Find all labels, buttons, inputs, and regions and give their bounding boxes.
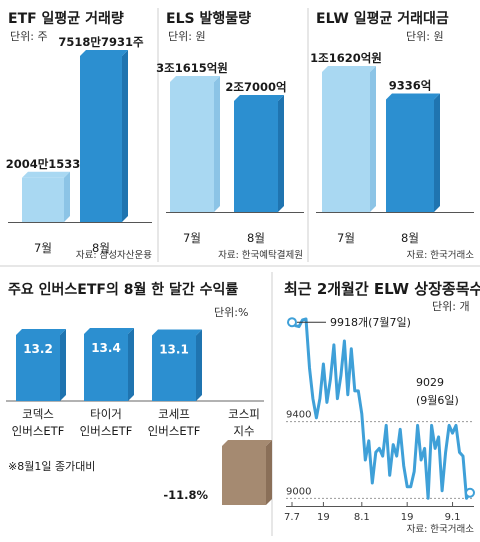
category-label: 코덱스 bbox=[22, 407, 54, 421]
chart-unit: 단위: 원 bbox=[168, 30, 206, 43]
chart-unit: 단위: 원 bbox=[406, 30, 444, 43]
annotation: 9918개(7월7일) bbox=[330, 315, 411, 329]
data-label: 13.1 bbox=[159, 343, 189, 357]
elw-listings-chart: 최근 2개월간 ELW 상장종목수 단위: 개 9000 9400 7.7 19 8.1… bbox=[284, 280, 480, 535]
bar bbox=[84, 328, 134, 401]
x-tick-label: 9.1 bbox=[445, 512, 461, 523]
category-label: 7월 bbox=[183, 231, 201, 245]
category-label: 7월 bbox=[34, 241, 52, 255]
annotation: (9월6일) bbox=[416, 393, 459, 407]
category-label: 코스피 bbox=[228, 407, 260, 421]
data-label: 2조7000억 bbox=[225, 80, 286, 94]
chart-title: ELW 일평균 거래대금 bbox=[316, 10, 449, 27]
bar bbox=[80, 50, 128, 222]
source-label: 자료: 한국거래소 bbox=[407, 524, 475, 535]
els-issuance-chart: ELS 발행물량 단위: 원 7월 8월 3조1615억원 2조7000억 자료… bbox=[156, 10, 304, 261]
x-tick-label: 19 bbox=[401, 512, 414, 523]
chart-title: ETF 일평균 거래량 bbox=[8, 10, 124, 27]
source-label: 자료: 삼성자산운용 bbox=[76, 250, 152, 261]
plot-area: 9000 9400 7.7 19 8.1 19 9.1 9918개(7월7일) 9029 (9월6… bbox=[284, 315, 475, 523]
x-tick-label: 8.1 bbox=[354, 512, 370, 523]
endpoint-marker bbox=[287, 317, 297, 328]
data-label: -11.8% bbox=[163, 488, 208, 502]
data-label: 1조1620억원 bbox=[310, 51, 382, 65]
annotation: 9029 bbox=[416, 376, 444, 389]
bar bbox=[222, 440, 272, 505]
bar bbox=[22, 171, 70, 222]
x-tick-label: 19 bbox=[317, 512, 330, 523]
chart-title: 주요 인버스ETF의 8월 한 달간 수익률 bbox=[8, 281, 238, 298]
elw-value-chart: ELW 일평균 거래대금 단위: 원 7월 8월 1조1620억원 9336억 … bbox=[310, 10, 474, 261]
data-label: 13.4 bbox=[91, 341, 121, 355]
bars bbox=[16, 328, 272, 505]
chart-title: ELS 발행물량 bbox=[166, 10, 251, 27]
data-label: 3조1615억원 bbox=[156, 61, 228, 75]
data-label: 13.2 bbox=[23, 342, 53, 356]
footnote: ※8월1일 종가대비 bbox=[8, 459, 95, 473]
bar bbox=[170, 76, 220, 212]
y-tick-label: 9000 bbox=[286, 486, 311, 497]
bar bbox=[16, 329, 66, 401]
bars bbox=[8, 50, 152, 223]
etf-volume-chart: ETF 일평균 거래량 단위: 주 7월 8월 2004만1533 7518만7… bbox=[6, 10, 153, 261]
category-label: 타이거 bbox=[90, 407, 122, 421]
chart-unit: 단위:% bbox=[214, 306, 248, 319]
category-label: 인버스ETF bbox=[148, 424, 201, 438]
category-label: 코세프 bbox=[158, 407, 190, 421]
series-line bbox=[290, 317, 472, 500]
chart-unit: 단위: 주 bbox=[10, 30, 48, 43]
data-label: 2004만1533 bbox=[6, 157, 81, 171]
category-label: 8월 bbox=[92, 241, 110, 255]
y-tick-label: 9400 bbox=[286, 410, 311, 421]
bar bbox=[322, 66, 376, 212]
chart-unit: 단위: 개 bbox=[432, 300, 470, 313]
bar bbox=[152, 329, 202, 401]
chart-title: 최근 2개월간 ELW 상장종목수 bbox=[284, 280, 480, 298]
inverse-etf-returns-chart: 주요 인버스ETF의 8월 한 달간 수익률 단위:% 13.2 코덱스인버스ET… bbox=[6, 281, 272, 505]
source-label: 자료: 한국거래소 bbox=[407, 250, 475, 261]
bar bbox=[234, 94, 284, 212]
source-label: 자료: 한국예탁결제원 bbox=[218, 249, 303, 261]
data-label: 9336억 bbox=[389, 79, 432, 93]
endpoint-marker bbox=[465, 487, 475, 498]
bars bbox=[316, 66, 474, 213]
x-tick-label: 7.7 bbox=[284, 512, 300, 523]
category-label: 지수 bbox=[233, 424, 254, 438]
category-label: 인버스ETF bbox=[12, 424, 65, 438]
category-label: 8월 bbox=[247, 231, 265, 245]
bars bbox=[166, 76, 304, 213]
data-label: 7518만7931주 bbox=[58, 35, 144, 49]
category-label: 인버스ETF bbox=[80, 424, 133, 438]
category-label: 8월 bbox=[401, 231, 419, 245]
bar bbox=[386, 93, 440, 212]
category-label: 7월 bbox=[337, 231, 355, 245]
